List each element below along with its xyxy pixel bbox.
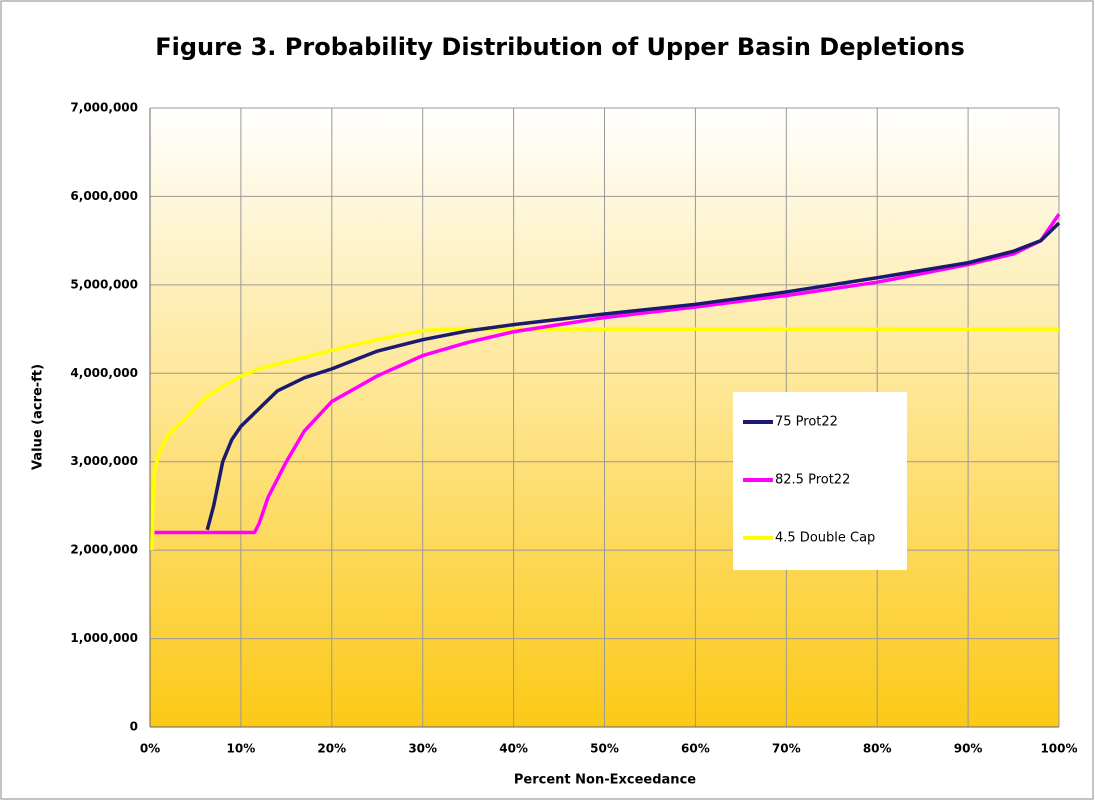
y-tick-label: 0	[130, 720, 138, 734]
x-tick-label: 40%	[499, 742, 528, 756]
x-tick-label: 70%	[772, 742, 801, 756]
legend-label: 4.5 Double Cap	[775, 531, 875, 546]
legend-label: 75 Prot22	[775, 415, 838, 430]
x-tick-label: 80%	[863, 742, 892, 756]
y-axis-label: Value (acre-ft)	[31, 364, 46, 470]
y-tick-label: 5,000,000	[70, 277, 138, 291]
chart-title: Figure 3. Probability Distribution of Up…	[155, 33, 965, 61]
x-tick-label: 0%	[140, 742, 160, 756]
y-tick-label: 6,000,000	[70, 189, 138, 203]
x-tick-label: 10%	[227, 742, 256, 756]
x-tick-label: 50%	[590, 742, 619, 756]
data-line	[150, 327, 1059, 551]
data-line	[154, 213, 1061, 535]
x-tick-label: 90%	[954, 742, 983, 756]
x-axis-label: Percent Non-Exceedance	[514, 773, 696, 788]
legend-label: 82.5 Prot22	[775, 473, 850, 488]
x-tick-label: 60%	[681, 742, 710, 756]
y-tick-label: 3,000,000	[70, 454, 138, 468]
y-tick-label: 1,000,000	[70, 631, 138, 645]
y-tick-label: 4,000,000	[70, 366, 138, 380]
x-tick-label: 30%	[408, 742, 437, 756]
y-tick-label: 7,000,000	[70, 101, 138, 115]
y-tick-label: 2,000,000	[70, 543, 138, 557]
data-line	[205, 221, 1061, 531]
x-tick-label: 20%	[317, 742, 346, 756]
x-tick-label: 100%	[1040, 742, 1077, 756]
